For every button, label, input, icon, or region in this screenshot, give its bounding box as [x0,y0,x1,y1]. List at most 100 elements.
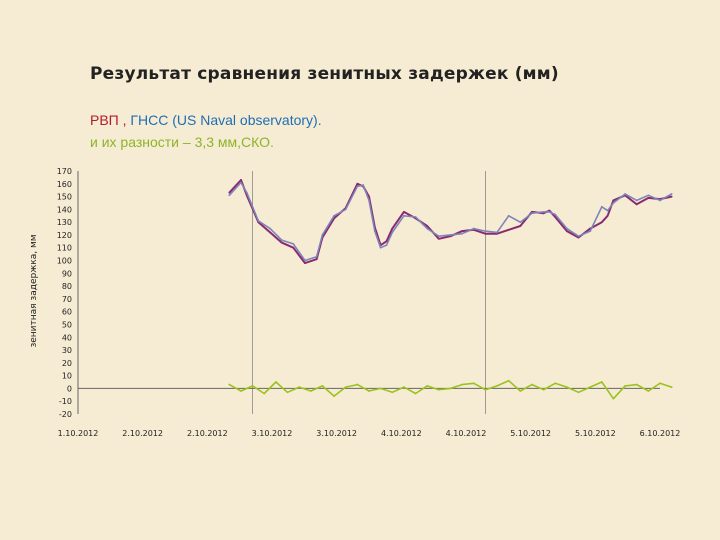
data-point [391,391,394,394]
x-tick-label: 5.10.2012 [510,429,551,438]
data-point [542,388,545,391]
data-point [321,384,324,387]
data-point [554,382,557,385]
data-point [257,219,260,222]
y-tick-label: 110 [57,244,72,253]
y-tick-label: 170 [57,167,72,176]
data-point [356,383,359,386]
data-point [548,211,551,213]
data-point [624,193,626,195]
data-point [542,211,545,213]
x-tick-label: 1.10.2012 [58,429,99,438]
y-tick-label: 120 [57,231,72,240]
data-point [600,381,603,383]
data-point [240,179,242,181]
y-tick-label: 140 [57,205,72,214]
data-point [519,221,522,224]
data-point [484,230,487,233]
data-point [286,391,289,394]
x-tick-label: 3.10.2012 [252,429,293,438]
y-tick-label: 70 [62,295,72,304]
data-point [647,196,650,199]
data-point [496,384,498,387]
data-point [228,191,231,194]
data-point [670,386,673,389]
data-point [449,234,452,236]
y-tick-label: 150 [57,193,72,202]
data-point [228,383,231,386]
y-tick-label: -10 [59,397,72,406]
data-point [577,235,580,238]
y-tick-label: 100 [57,257,72,266]
data-point [245,191,248,194]
data-point [461,383,464,386]
x-tick-label: 3.10.2012 [316,429,357,438]
data-point [269,227,271,230]
data-point [344,208,347,211]
subtitle-rvp-label: РВП [90,112,119,128]
data-point [362,184,365,186]
data-point [589,230,592,233]
data-point [531,212,533,215]
data-point [368,390,370,392]
x-tick-label: 4.10.2012 [446,429,487,438]
data-point [554,213,557,216]
data-point [554,216,557,218]
data-point [280,239,283,241]
data-point [565,230,568,233]
data-point [240,390,242,392]
data-point [531,383,533,386]
data-point [274,381,277,383]
data-point [391,231,394,234]
x-tick-labels: 1.10.2012 2.10.2012 2.10.2012 3.10.2012 3.10… [58,429,681,438]
y-tick-label: 30 [62,346,72,355]
data-point [472,382,475,385]
data-point [589,386,592,389]
data-point [635,383,638,386]
data-point [472,227,475,230]
data-point [461,232,464,235]
data-point [321,234,324,236]
data-point [315,258,318,261]
data-point [635,203,638,206]
data-point [315,255,318,258]
data-point [624,384,626,387]
data-point [426,384,429,387]
data-point [414,216,417,218]
series-difference-line [228,379,672,400]
data-point [600,221,603,224]
data-point [426,225,429,227]
series-lines [228,179,673,400]
y-tick-label: -20 [59,410,72,419]
data-point [333,395,335,397]
data-point [240,181,242,184]
data-point [437,235,440,238]
data-point [269,231,271,234]
data-point [659,382,661,385]
data-point [356,182,359,185]
data-point [670,195,673,198]
data-point [461,230,464,233]
y-tick-label: 40 [62,333,72,342]
data-point [606,214,609,217]
data-point [647,390,650,392]
data-point [449,235,452,238]
data-point [385,240,388,243]
data-point [600,205,603,208]
data-point [304,259,306,262]
data-point [659,199,661,202]
data-point [647,194,650,197]
y-tick-label: 160 [57,180,72,189]
data-point [228,194,231,197]
grid-lines [252,171,486,414]
data-point [309,390,312,392]
data-point [484,388,487,391]
data-point [292,243,295,245]
axes [77,171,660,414]
y-tick-labels: 1701601501401301201101009080706050403020… [57,167,72,419]
data-point [670,193,673,195]
x-tick-label: 6.10.2012 [640,429,681,438]
y-tick-label: 90 [62,269,72,278]
data-point [507,214,510,217]
